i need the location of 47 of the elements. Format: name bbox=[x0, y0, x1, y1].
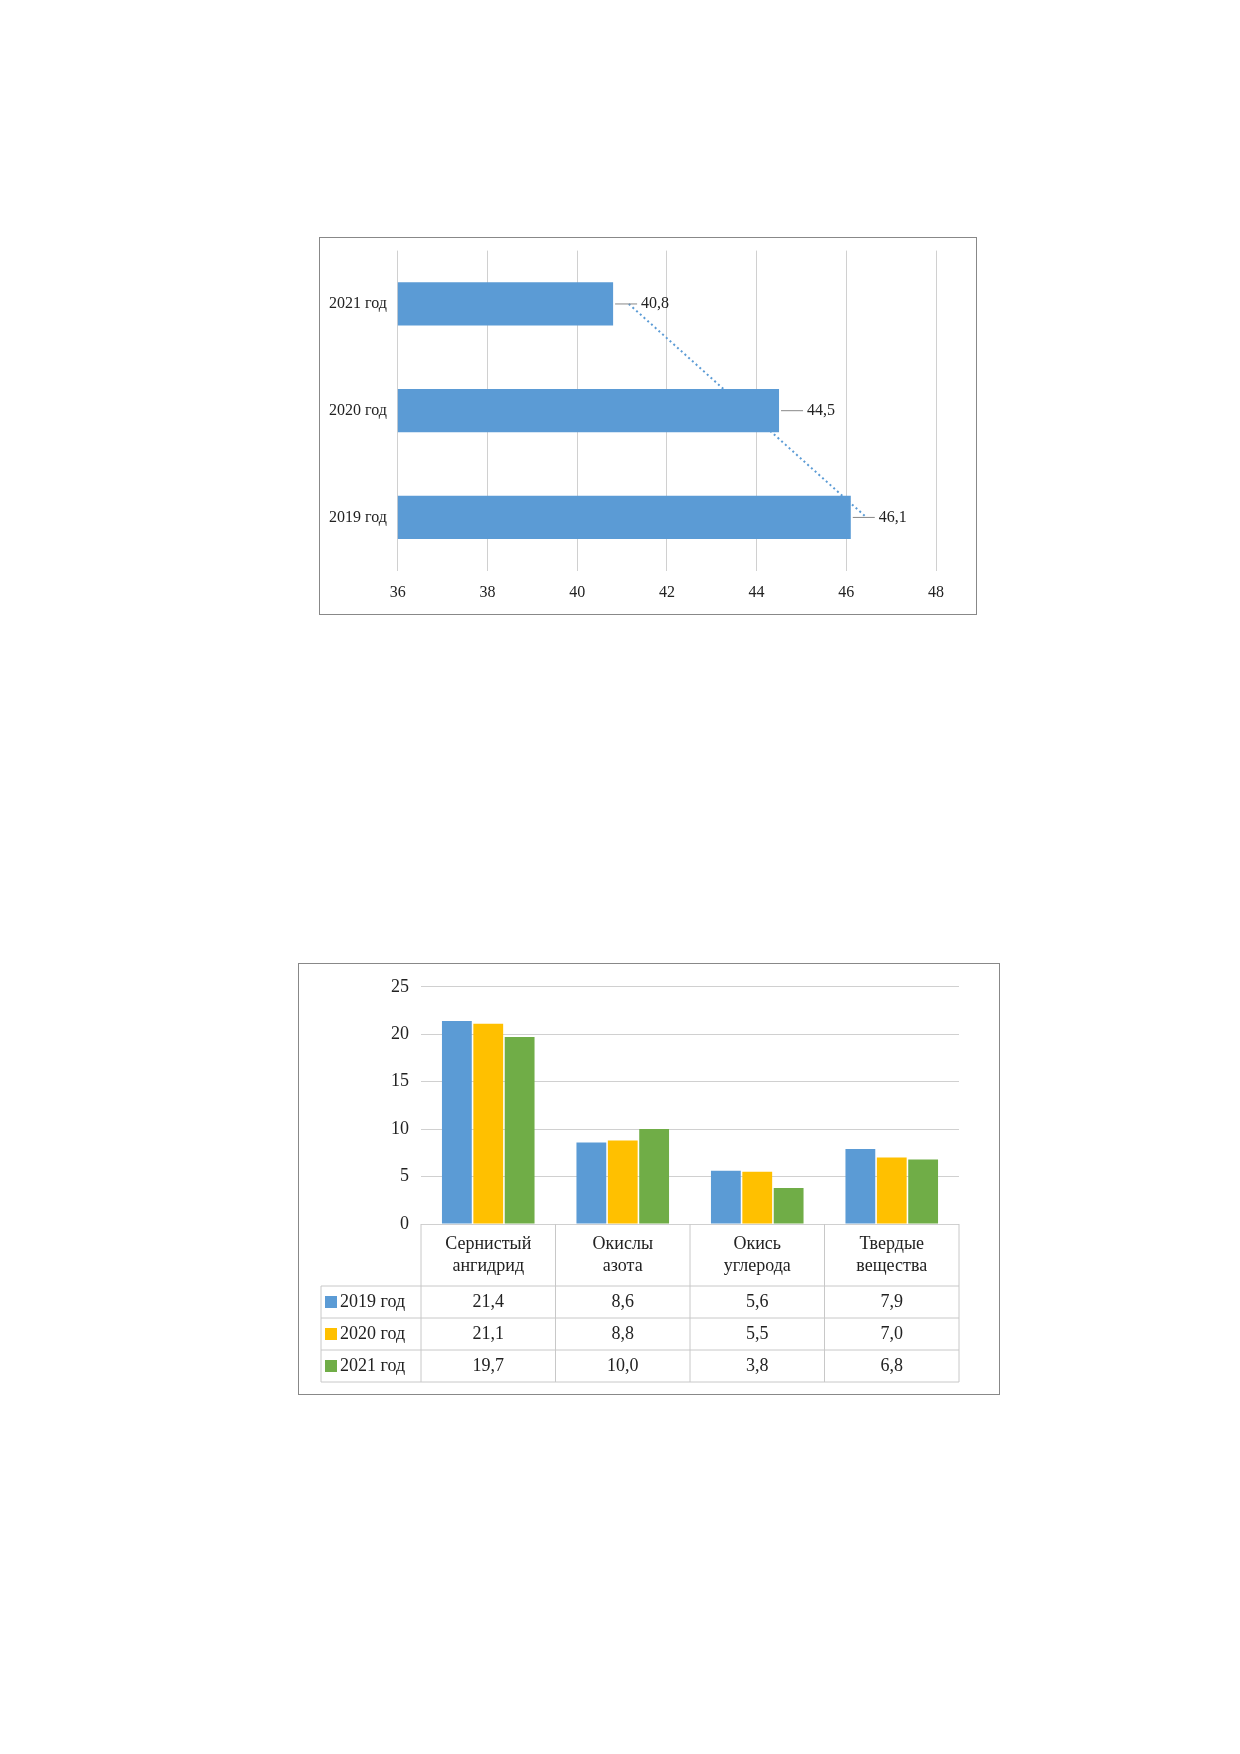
bar bbox=[876, 1157, 907, 1224]
bar bbox=[473, 1023, 504, 1224]
y-tick-label: 20 bbox=[391, 1022, 409, 1043]
data-label: 21,4 bbox=[472, 1290, 504, 1311]
bar bbox=[710, 1170, 741, 1224]
x-tick-label: 42 bbox=[658, 582, 675, 600]
y-tick-label: 10 bbox=[391, 1117, 409, 1138]
y-tick-label: 2021 год bbox=[329, 294, 387, 313]
data-label: 19,7 bbox=[472, 1354, 504, 1375]
x-tick-label: Окислы азота bbox=[592, 1232, 653, 1275]
data-label: 5,5 bbox=[746, 1322, 769, 1343]
x-tick-label: 36 bbox=[389, 582, 406, 600]
bar bbox=[504, 1037, 535, 1224]
x-tick-label: Окись углерода bbox=[723, 1232, 791, 1275]
y-tick-label: 15 bbox=[391, 1070, 409, 1091]
data-label: 40,8 bbox=[641, 294, 670, 312]
x-tick-label: 46 bbox=[838, 582, 855, 600]
x-tick-label: 38 bbox=[479, 582, 496, 600]
x-tick-label: 44 bbox=[748, 582, 765, 600]
bar bbox=[908, 1159, 939, 1224]
y-tick-label: 2019 год bbox=[329, 507, 387, 526]
data-label: 8,6 bbox=[611, 1290, 634, 1311]
x-tick-label: Твердые вещества bbox=[856, 1232, 928, 1275]
y-tick-label: 2020 год bbox=[329, 400, 387, 419]
data-label: 10,0 bbox=[607, 1354, 639, 1375]
bar bbox=[845, 1149, 876, 1224]
y-tick-label: 0 bbox=[400, 1212, 409, 1233]
bar bbox=[639, 1129, 670, 1224]
y-tick-label: 5 bbox=[400, 1165, 409, 1186]
data-label: 44,5 bbox=[807, 400, 836, 418]
data-label: 7,0 bbox=[880, 1322, 903, 1343]
data-label: 7,9 bbox=[880, 1290, 903, 1311]
x-tick-label: 48 bbox=[928, 582, 944, 600]
data-label: 46,1 bbox=[878, 507, 907, 525]
bar bbox=[441, 1020, 472, 1224]
data-label: 21,1 bbox=[472, 1322, 504, 1343]
bar bbox=[607, 1140, 638, 1224]
data-label: 6,8 bbox=[880, 1354, 903, 1375]
data-label: 3,8 bbox=[746, 1354, 769, 1375]
y-tick-label: 25 bbox=[391, 975, 409, 996]
bar bbox=[576, 1142, 607, 1224]
x-tick-label: 40 bbox=[569, 582, 586, 600]
bar bbox=[742, 1171, 773, 1224]
data-label: 8,8 bbox=[611, 1322, 634, 1343]
x-tick-label: Сернистый ангидрид bbox=[445, 1232, 532, 1275]
bar bbox=[773, 1187, 804, 1224]
data-label: 5,6 bbox=[746, 1290, 769, 1311]
